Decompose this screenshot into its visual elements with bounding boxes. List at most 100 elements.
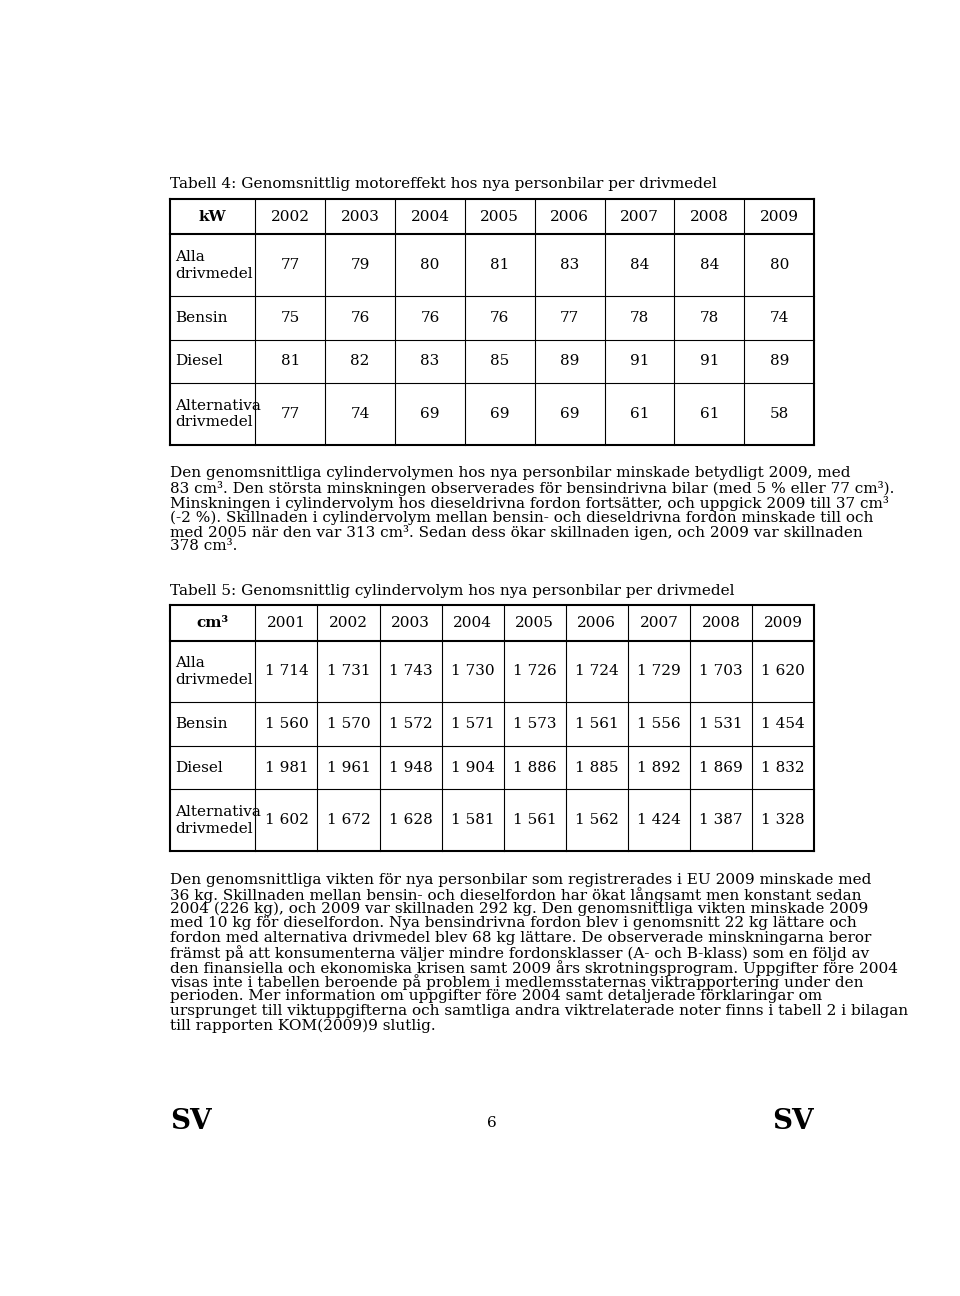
Text: 2003: 2003 — [391, 616, 430, 630]
Text: 1 743: 1 743 — [389, 665, 432, 679]
Text: 78: 78 — [630, 311, 649, 325]
Text: (-2 %). Skillnaden i cylindervolym mellan bensin- och dieseldrivna fordon minska: (-2 %). Skillnaden i cylindervolym mella… — [170, 511, 874, 525]
Text: 2009: 2009 — [759, 210, 799, 224]
Text: Alternativa
drivmedel: Alternativa drivmedel — [175, 805, 261, 836]
Text: 1 328: 1 328 — [761, 813, 804, 827]
Text: 2004: 2004 — [411, 210, 449, 224]
Text: 80: 80 — [420, 258, 440, 272]
Text: 1 869: 1 869 — [699, 761, 743, 775]
Text: 2002: 2002 — [271, 210, 310, 224]
Text: 77: 77 — [560, 311, 579, 325]
Text: 89: 89 — [770, 354, 789, 368]
Text: 1 981: 1 981 — [265, 761, 308, 775]
Text: med 10 kg för dieselfordon. Nya bensindrivna fordon blev i genomsnitt 22 kg lätt: med 10 kg för dieselfordon. Nya bensindr… — [170, 916, 856, 931]
Text: Tabell 4: Genomsnittlig motoreffekt hos nya personbilar per drivmedel: Tabell 4: Genomsnittlig motoreffekt hos … — [170, 178, 717, 192]
Text: Alla
drivmedel: Alla drivmedel — [175, 250, 252, 281]
Text: SV: SV — [773, 1108, 814, 1135]
Text: 84: 84 — [630, 258, 649, 272]
Text: 80: 80 — [770, 258, 789, 272]
Text: 1 571: 1 571 — [451, 717, 494, 731]
Text: med 2005 när den var 313 cm³. Sedan dess ökar skillnaden igen, och 2009 var skil: med 2005 när den var 313 cm³. Sedan dess… — [170, 525, 863, 539]
Text: 83 cm³. Den största minskningen observerades för bensindrivna bilar (med 5 % ell: 83 cm³. Den största minskningen observer… — [170, 481, 894, 496]
Text: 85: 85 — [491, 354, 510, 368]
Text: 1 602: 1 602 — [265, 813, 308, 827]
Text: 78: 78 — [700, 311, 719, 325]
Text: 1 904: 1 904 — [451, 761, 494, 775]
Text: 58: 58 — [770, 407, 789, 421]
Text: visas inte i tabellen beroende på problem i medlemsstaternas viktrapportering un: visas inte i tabellen beroende på proble… — [170, 975, 863, 990]
Text: 2007: 2007 — [620, 210, 659, 224]
Text: 1 424: 1 424 — [637, 813, 681, 827]
Text: främst på att konsumenterna väljer mindre fordonsklasser (A- och B-klass) som en: främst på att konsumenterna väljer mindr… — [170, 945, 869, 962]
Text: 2004 (226 kg), och 2009 var skillnaden 292 kg. Den genomsnittliga vikten minskad: 2004 (226 kg), och 2009 var skillnaden 2… — [170, 902, 868, 916]
Text: 82: 82 — [350, 354, 370, 368]
Text: 2007: 2007 — [639, 616, 679, 630]
Text: 76: 76 — [350, 311, 370, 325]
Text: Bensin: Bensin — [175, 311, 228, 325]
Text: 1 387: 1 387 — [699, 813, 743, 827]
Text: perioden. Mer information om uppgifter före 2004 samt detaljerade förklaringar o: perioden. Mer information om uppgifter f… — [170, 989, 822, 1003]
Text: 1 561: 1 561 — [575, 717, 619, 731]
Text: 83: 83 — [560, 258, 579, 272]
Text: Minskningen i cylindervolym hos dieseldrivna fordon fortsätter, och uppgick 2009: Minskningen i cylindervolym hos dieseldr… — [170, 495, 889, 511]
Text: 1 731: 1 731 — [326, 665, 371, 679]
Text: Alla
drivmedel: Alla drivmedel — [175, 656, 252, 687]
Text: 2006: 2006 — [577, 616, 616, 630]
Text: 1 726: 1 726 — [513, 665, 557, 679]
Text: 2008: 2008 — [702, 616, 740, 630]
Text: 81: 81 — [491, 258, 510, 272]
Text: 1 562: 1 562 — [575, 813, 619, 827]
Text: 91: 91 — [630, 354, 649, 368]
Text: den finansiella och ekonomiska krisen samt 2009 års skrotningsprogram. Uppgifter: den finansiella och ekonomiska krisen sa… — [170, 960, 898, 976]
Text: 1 561: 1 561 — [513, 813, 557, 827]
Text: Diesel: Diesel — [175, 354, 223, 368]
Text: 2005: 2005 — [480, 210, 519, 224]
Text: 74: 74 — [350, 407, 370, 421]
Text: 1 572: 1 572 — [389, 717, 432, 731]
Text: Bensin: Bensin — [175, 717, 228, 731]
Text: 1 730: 1 730 — [451, 665, 494, 679]
Text: 1 560: 1 560 — [265, 717, 308, 731]
Text: 76: 76 — [420, 311, 440, 325]
Text: 1 570: 1 570 — [326, 717, 371, 731]
Text: kW: kW — [199, 210, 227, 224]
Text: 69: 69 — [491, 407, 510, 421]
Text: 1 703: 1 703 — [699, 665, 743, 679]
Text: SV: SV — [170, 1108, 211, 1135]
Text: 1 948: 1 948 — [389, 761, 433, 775]
Text: fordon med alternativa drivmedel blev 68 kg lättare. De observerade minskningarn: fordon med alternativa drivmedel blev 68… — [170, 931, 872, 945]
Text: 1 454: 1 454 — [761, 717, 805, 731]
Text: 2009: 2009 — [763, 616, 803, 630]
Text: Diesel: Diesel — [175, 761, 223, 775]
Text: 6: 6 — [487, 1116, 497, 1130]
Text: 1 714: 1 714 — [265, 665, 308, 679]
Text: 81: 81 — [280, 354, 300, 368]
Text: 378 cm³.: 378 cm³. — [170, 539, 237, 553]
Text: 79: 79 — [350, 258, 370, 272]
Text: 2006: 2006 — [550, 210, 589, 224]
Text: 1 724: 1 724 — [575, 665, 619, 679]
Text: 1 628: 1 628 — [389, 813, 433, 827]
Text: 1 620: 1 620 — [761, 665, 805, 679]
Text: 2001: 2001 — [267, 616, 306, 630]
Text: 2008: 2008 — [690, 210, 729, 224]
Text: 77: 77 — [280, 258, 300, 272]
Text: 61: 61 — [700, 407, 719, 421]
Text: Den genomsnittliga cylindervolymen hos nya personbilar minskade betydligt 2009, : Den genomsnittliga cylindervolymen hos n… — [170, 467, 851, 481]
Text: cm³: cm³ — [197, 616, 228, 630]
Text: till rapporten KOM(2009)9 slutlig.: till rapporten KOM(2009)9 slutlig. — [170, 1019, 436, 1033]
Text: 2004: 2004 — [453, 616, 492, 630]
Text: 1 832: 1 832 — [761, 761, 804, 775]
Text: 74: 74 — [770, 311, 789, 325]
Text: 61: 61 — [630, 407, 649, 421]
Text: 91: 91 — [700, 354, 719, 368]
Text: 1 573: 1 573 — [513, 717, 557, 731]
Text: 89: 89 — [560, 354, 580, 368]
Text: 1 886: 1 886 — [513, 761, 557, 775]
Text: 2003: 2003 — [341, 210, 379, 224]
Text: 2005: 2005 — [516, 616, 554, 630]
Text: 69: 69 — [560, 407, 580, 421]
Text: 69: 69 — [420, 407, 440, 421]
Text: 77: 77 — [280, 407, 300, 421]
Text: 75: 75 — [280, 311, 300, 325]
